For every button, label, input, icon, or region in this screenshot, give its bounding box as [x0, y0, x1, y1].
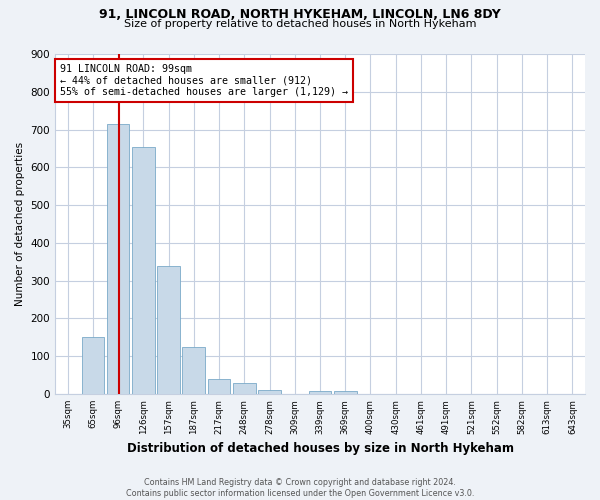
- Text: 91 LINCOLN ROAD: 99sqm
← 44% of detached houses are smaller (912)
55% of semi-de: 91 LINCOLN ROAD: 99sqm ← 44% of detached…: [61, 64, 349, 98]
- Bar: [208, 379, 230, 394]
- Y-axis label: Number of detached properties: Number of detached properties: [15, 142, 25, 306]
- Bar: [157, 266, 180, 394]
- Text: Size of property relative to detached houses in North Hykeham: Size of property relative to detached ho…: [124, 19, 476, 29]
- Bar: [82, 338, 104, 394]
- Bar: [308, 391, 331, 394]
- Bar: [258, 390, 281, 394]
- Bar: [132, 146, 155, 394]
- Text: Contains HM Land Registry data © Crown copyright and database right 2024.
Contai: Contains HM Land Registry data © Crown c…: [126, 478, 474, 498]
- Bar: [182, 346, 205, 394]
- Text: 91, LINCOLN ROAD, NORTH HYKEHAM, LINCOLN, LN6 8DY: 91, LINCOLN ROAD, NORTH HYKEHAM, LINCOLN…: [99, 8, 501, 20]
- Bar: [107, 124, 130, 394]
- X-axis label: Distribution of detached houses by size in North Hykeham: Distribution of detached houses by size …: [127, 442, 514, 455]
- Bar: [334, 391, 356, 394]
- Bar: [233, 384, 256, 394]
